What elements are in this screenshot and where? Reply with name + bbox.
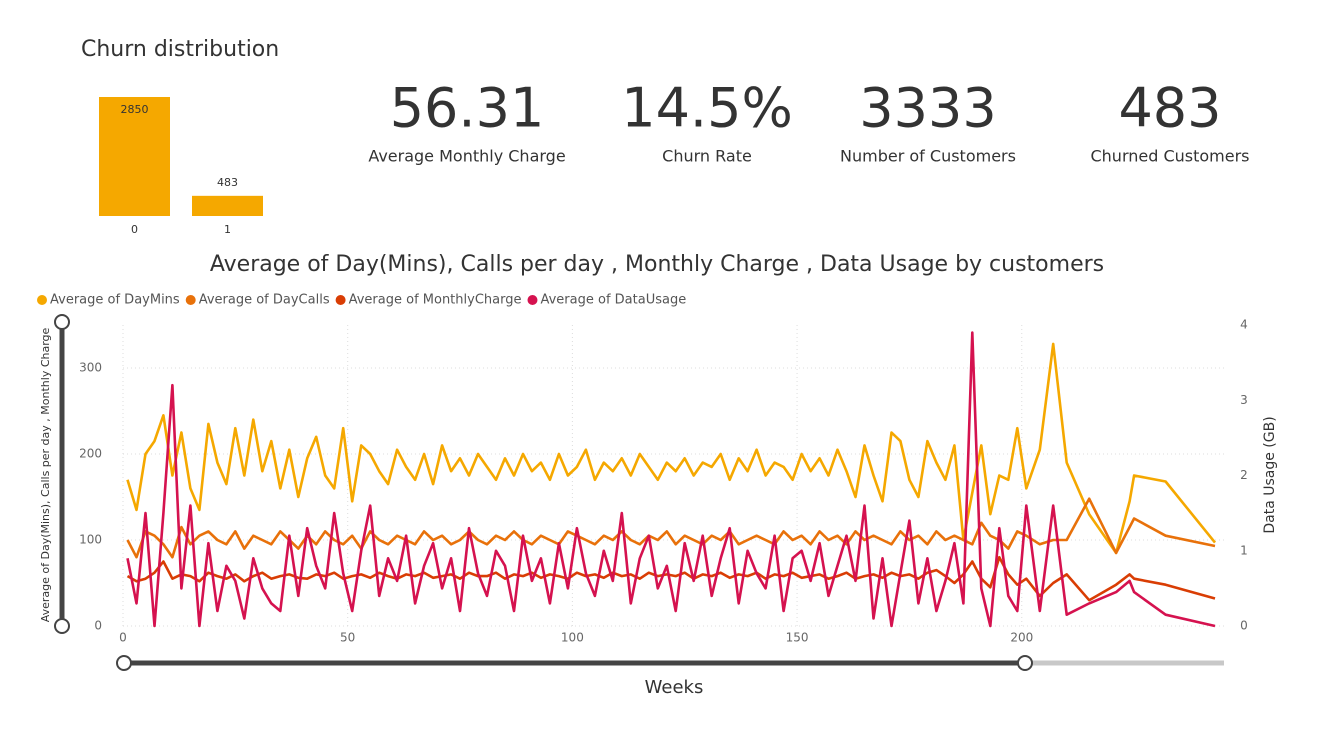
kpi-label: Average Monthly Charge	[368, 147, 565, 166]
y2-tick-label: 1	[1240, 543, 1248, 557]
series-line	[126, 331, 1216, 628]
y2-axis-title: Data Usage (GB)	[1262, 416, 1278, 533]
y-tick-label: 300	[79, 361, 102, 375]
y2-tick-label: 4	[1240, 318, 1248, 332]
legend-label: Average of DataUsage	[540, 293, 686, 308]
kpi-label: Churn Rate	[662, 147, 752, 166]
data-label: 483	[217, 176, 238, 189]
legend-label: Average of DayMins	[50, 293, 180, 308]
slider-handle[interactable]	[1017, 655, 1033, 671]
legend-marker	[335, 295, 346, 305]
x-tick-label: 150	[786, 631, 809, 645]
x-tick-label: 50	[340, 631, 355, 645]
kpi-label: Number of Customers	[840, 147, 1016, 166]
legend-label: Average of DayCalls	[199, 293, 330, 308]
y-tick-label: 200	[79, 447, 102, 461]
kpi-value: 3333	[859, 77, 996, 140]
x-tick-label: 0	[131, 223, 138, 236]
x-tick-label: 200	[1010, 631, 1033, 645]
kpi-value: 483	[1118, 77, 1221, 140]
y-axis-title: Average of Day(Mins), Calls per day , Mo…	[39, 327, 52, 622]
legend-marker	[527, 295, 538, 305]
y-tick-label: 0	[94, 619, 102, 633]
x-tick-label: 0	[119, 631, 127, 645]
bar	[192, 195, 263, 216]
x-axis-title: Weeks	[645, 677, 704, 698]
kpi-label: Churned Customers	[1090, 147, 1249, 166]
kpi-value: 14.5%	[621, 77, 793, 140]
data-label: 2850	[121, 103, 149, 116]
y-tick-label: 100	[79, 533, 102, 547]
bar	[99, 97, 170, 216]
slider-handle[interactable]	[116, 655, 132, 671]
y2-tick-label: 3	[1240, 393, 1248, 407]
series-line	[126, 342, 1217, 555]
legend-marker	[185, 295, 196, 305]
kpi-value: 56.31	[390, 77, 545, 140]
legend-marker	[37, 295, 47, 305]
series-line	[126, 555, 1216, 602]
line-chart-title: Average of Day(Mins), Calls per day , Mo…	[210, 252, 1104, 277]
y2-tick-label: 0	[1240, 619, 1248, 633]
slider-handle[interactable]	[54, 618, 70, 634]
y2-tick-label: 2	[1240, 468, 1248, 482]
x-tick-label: 100	[561, 631, 584, 645]
bar-chart-title: Churn distribution	[81, 37, 279, 62]
x-tick-label: 1	[224, 223, 231, 236]
legend-label: Average of MonthlyCharge	[349, 293, 522, 308]
slider-handle[interactable]	[54, 314, 70, 330]
